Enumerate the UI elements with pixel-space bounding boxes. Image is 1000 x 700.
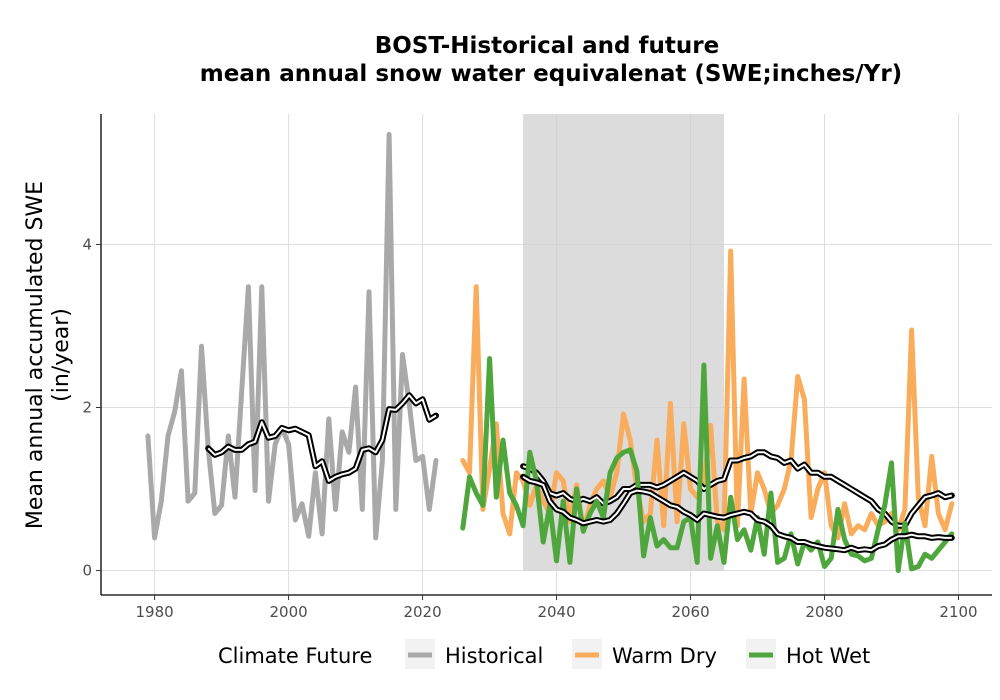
series-line-historical xyxy=(145,131,439,541)
legend-label-warm-dry: Warm Dry xyxy=(612,644,717,668)
x-tick-label-2000: 2000 xyxy=(269,603,307,621)
x-tick-label-2100: 2100 xyxy=(939,603,977,621)
chart-subtitle: mean annual snow water equivalenat (SWE;… xyxy=(200,61,902,87)
x-tick-label-2040: 2040 xyxy=(537,603,575,621)
y-tick-label-0: 0 xyxy=(82,562,92,580)
x-tick-label-1980: 1980 xyxy=(136,603,174,621)
series-group xyxy=(145,131,955,573)
series-line-hot-wet xyxy=(460,356,955,573)
series-line-hot-wet-rolling-mean-inner xyxy=(522,475,952,552)
y-axis-label: Mean annual accumulated SWE (in/year) xyxy=(23,181,74,529)
legend-title: Climate Future xyxy=(218,644,372,668)
chart-title: BOST-Historical and future xyxy=(375,33,719,59)
legend: Climate Future Historical Warm Dry Hot Wet xyxy=(218,639,870,669)
y-axis-label-line1: Mean annual accumulated SWE xyxy=(23,181,48,529)
series-line-historical-rolling-mean-inner xyxy=(207,394,437,482)
legend-label-hot-wet: Hot Wet xyxy=(786,644,870,668)
plot-area: 1980 2000 2020 2040 2060 2080 2100 0 2 4 xyxy=(82,114,992,621)
y-axis-label-line2: (in/year) xyxy=(49,308,74,402)
x-tick-label-2020: 2020 xyxy=(403,603,441,621)
y-tick-label-4: 4 xyxy=(82,235,92,253)
y-tick-label-2: 2 xyxy=(82,398,92,416)
series-line-warm-dry-rolling-mean-inner xyxy=(522,451,953,527)
x-tick-label-2060: 2060 xyxy=(671,603,709,621)
legend-label-historical: Historical xyxy=(445,644,543,668)
x-tick-label-2080: 2080 xyxy=(805,603,843,621)
